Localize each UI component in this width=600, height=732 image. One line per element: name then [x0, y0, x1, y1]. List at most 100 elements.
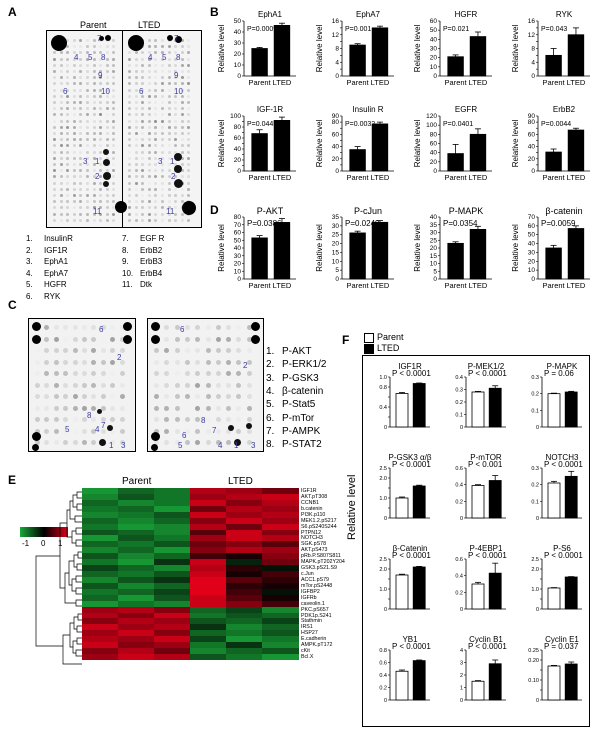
gene-label: S6.pS240S244 [301, 523, 337, 530]
x-tick-label: Parent [347, 281, 370, 290]
panel-f-ylabel: Relative level [346, 474, 358, 540]
x-tick-label: Parent [543, 281, 566, 290]
blot-spot [215, 417, 221, 422]
blot-spot [167, 88, 171, 92]
blot-spot [184, 371, 190, 376]
blot-spot [99, 212, 103, 216]
blot-spot [167, 51, 171, 55]
y-tick-label: 0.3 [455, 388, 463, 394]
y-tick-label: 4 [460, 648, 463, 654]
blot-spot [92, 175, 96, 179]
blot-spot [134, 82, 138, 86]
blot-spot [226, 417, 232, 422]
blot-spot [110, 440, 116, 445]
blot-spot [82, 359, 87, 365]
x-tick-label: Parent [445, 281, 468, 290]
blot-spot [59, 101, 63, 104]
blot-spot [180, 51, 184, 55]
heatmap-cell [154, 553, 191, 560]
key-name: HGFR [44, 280, 67, 289]
blot-spot [154, 382, 159, 388]
blot-spot [53, 125, 56, 129]
heatmap-cell [82, 594, 119, 602]
blot-spot [53, 200, 56, 204]
heatmap-cell [190, 571, 227, 578]
heatmap-cell [82, 618, 119, 625]
key-name: P-mTor [282, 412, 315, 424]
blot-spot [53, 70, 56, 73]
blot-label-lted: 4 [148, 53, 153, 62]
y-tick-label: 1.0 [379, 375, 387, 381]
bar-parent [395, 670, 409, 701]
heatmap-cell [118, 636, 155, 643]
heatmap-cell [262, 612, 299, 619]
blot-spot [141, 144, 145, 148]
blot-spot [99, 181, 103, 185]
blot-spot [35, 382, 40, 388]
blot-spot [110, 382, 116, 388]
y-tick-label: 35 [332, 214, 340, 221]
blot-spot [100, 382, 106, 388]
blot-spot [72, 325, 78, 330]
blot-spot [215, 440, 221, 445]
blot-spot [205, 336, 211, 342]
strong-spot [103, 159, 110, 166]
p-value: P=0.0445 [247, 121, 277, 128]
p-value: P < 0.0001 [392, 642, 431, 651]
blot-spot [184, 382, 190, 388]
heatmap-cell [154, 559, 191, 566]
blot-spot [134, 156, 138, 160]
blot-spot [79, 39, 83, 42]
blot-spot [236, 371, 242, 376]
blot-spot [79, 200, 83, 204]
blot-spot [167, 218, 171, 222]
blot-spot [79, 57, 83, 61]
heatmap-cell [154, 505, 191, 513]
blot-spot [72, 200, 76, 204]
blot-spot [195, 359, 201, 365]
heatmap-cell [262, 547, 299, 554]
heatmap-cell [226, 600, 263, 608]
heatmap-cell [154, 612, 191, 619]
blot-spot [187, 82, 191, 86]
blot-label-lted: 1 [234, 441, 239, 450]
blot-spot [164, 336, 170, 342]
key-name: P-AMPK [282, 425, 321, 437]
blot-spot [99, 218, 103, 222]
y-tick-label: 60 [234, 135, 242, 142]
blot-label-parent: 7 [101, 421, 106, 430]
blot-spot [161, 119, 164, 123]
reference-spot [32, 444, 39, 451]
blot-spot [66, 194, 70, 197]
blot-spot [82, 405, 87, 411]
blot-spot [79, 70, 83, 73]
bar-lted [273, 222, 291, 280]
y-tick-label: 20 [332, 241, 340, 248]
blot-spot [246, 417, 252, 422]
heatmap-cell [226, 636, 263, 643]
heatmap-cell [118, 642, 155, 649]
y-tick-label: 10 [234, 268, 242, 275]
blot-spot [86, 51, 89, 55]
blot-spot [72, 163, 76, 166]
reference-spot [251, 335, 260, 344]
blot-spot [128, 88, 131, 92]
gene-label: IGFBP2 [301, 588, 320, 595]
blot-spot [105, 200, 109, 204]
blot-spot [167, 163, 171, 166]
heatmap-cell [154, 493, 191, 501]
blot-spot [53, 163, 56, 166]
blot-spot [154, 169, 158, 173]
panel-d-label: D [210, 203, 219, 217]
y-tick-label: 1.0 [379, 496, 387, 502]
blot-spot [86, 76, 89, 80]
y-tick-label: 25 [430, 237, 438, 244]
blot-spot [66, 51, 70, 55]
blot-spot [161, 138, 164, 142]
blot-spot [167, 107, 171, 111]
blot-spot [180, 94, 184, 98]
p-value: P < 0.001 [468, 460, 503, 469]
blot-spot [161, 70, 164, 73]
heatmap-cell [262, 600, 299, 608]
blot-spot [164, 325, 170, 330]
